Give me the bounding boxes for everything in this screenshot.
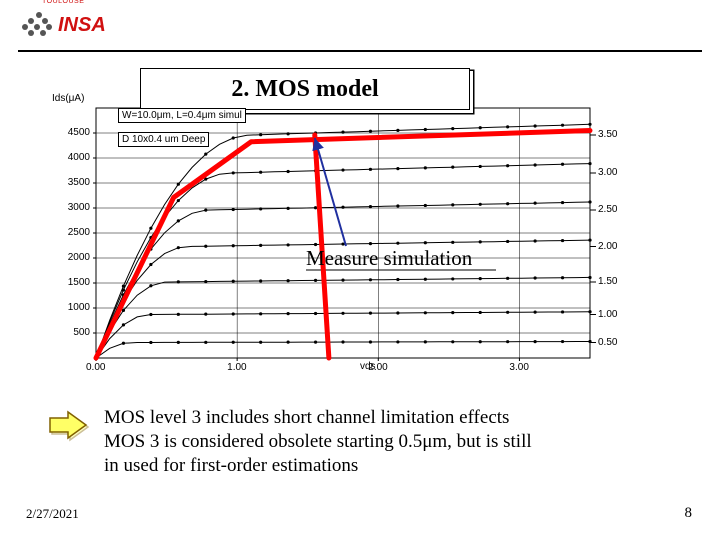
logo-brand: INSA [58, 14, 106, 37]
y-tick-label: 3500 [50, 177, 90, 188]
logo-subtitle: TOULOUSE [42, 0, 720, 5]
footer-page: 8 [685, 505, 693, 522]
curve-value-label: 2.50 [598, 204, 617, 215]
y-tick-label: 4000 [50, 152, 90, 163]
curve-value-label: 0.50 [598, 337, 617, 348]
section-title: 2. MOS model [140, 68, 470, 110]
body-line-1: MOS level 3 includes short channel limit… [104, 406, 664, 430]
footer-date: 2/27/2021 [26, 506, 79, 522]
y-tick-label: 500 [50, 327, 90, 338]
logo-dots-icon [18, 10, 54, 40]
y-tick-label: 3000 [50, 202, 90, 213]
ids-vds-chart: Ids(μA) W=10.0μm, L=0.4μm simul D 10x0.4… [40, 98, 660, 378]
annotation-label: Measure simulation [306, 246, 472, 271]
y-tick-label: 2000 [50, 252, 90, 263]
header-rule [18, 50, 702, 52]
body-text: MOS level 3 includes short channel limit… [104, 406, 664, 477]
logo: INSA [18, 10, 106, 40]
curve-value-label: 1.50 [598, 276, 617, 287]
y-tick-label: 1000 [50, 302, 90, 313]
series-label-simulation: W=10.0μm, L=0.4μm simul [118, 108, 246, 123]
y-tick-label: 1500 [50, 277, 90, 288]
bullet-arrow-icon [46, 408, 92, 447]
body-line-2: MOS 3 is considered obsolete starting 0.… [104, 430, 664, 454]
series-label-measured: D 10x0.4 um Deep [118, 132, 209, 147]
x-tick-label: 0.00 [86, 362, 105, 373]
curve-value-label: 2.00 [598, 241, 617, 252]
curve-value-label: 3.50 [598, 129, 617, 140]
curve-value-label: 1.00 [598, 309, 617, 320]
y-tick-label: 2500 [50, 227, 90, 238]
x-axis-title: vds [360, 361, 376, 372]
body-line-3: in used for first-order estimations [104, 454, 664, 478]
y-tick-label: 4500 [50, 127, 90, 138]
curve-value-label: 3.00 [598, 167, 617, 178]
x-tick-label: 3.00 [509, 362, 528, 373]
x-tick-label: 1.00 [227, 362, 246, 373]
